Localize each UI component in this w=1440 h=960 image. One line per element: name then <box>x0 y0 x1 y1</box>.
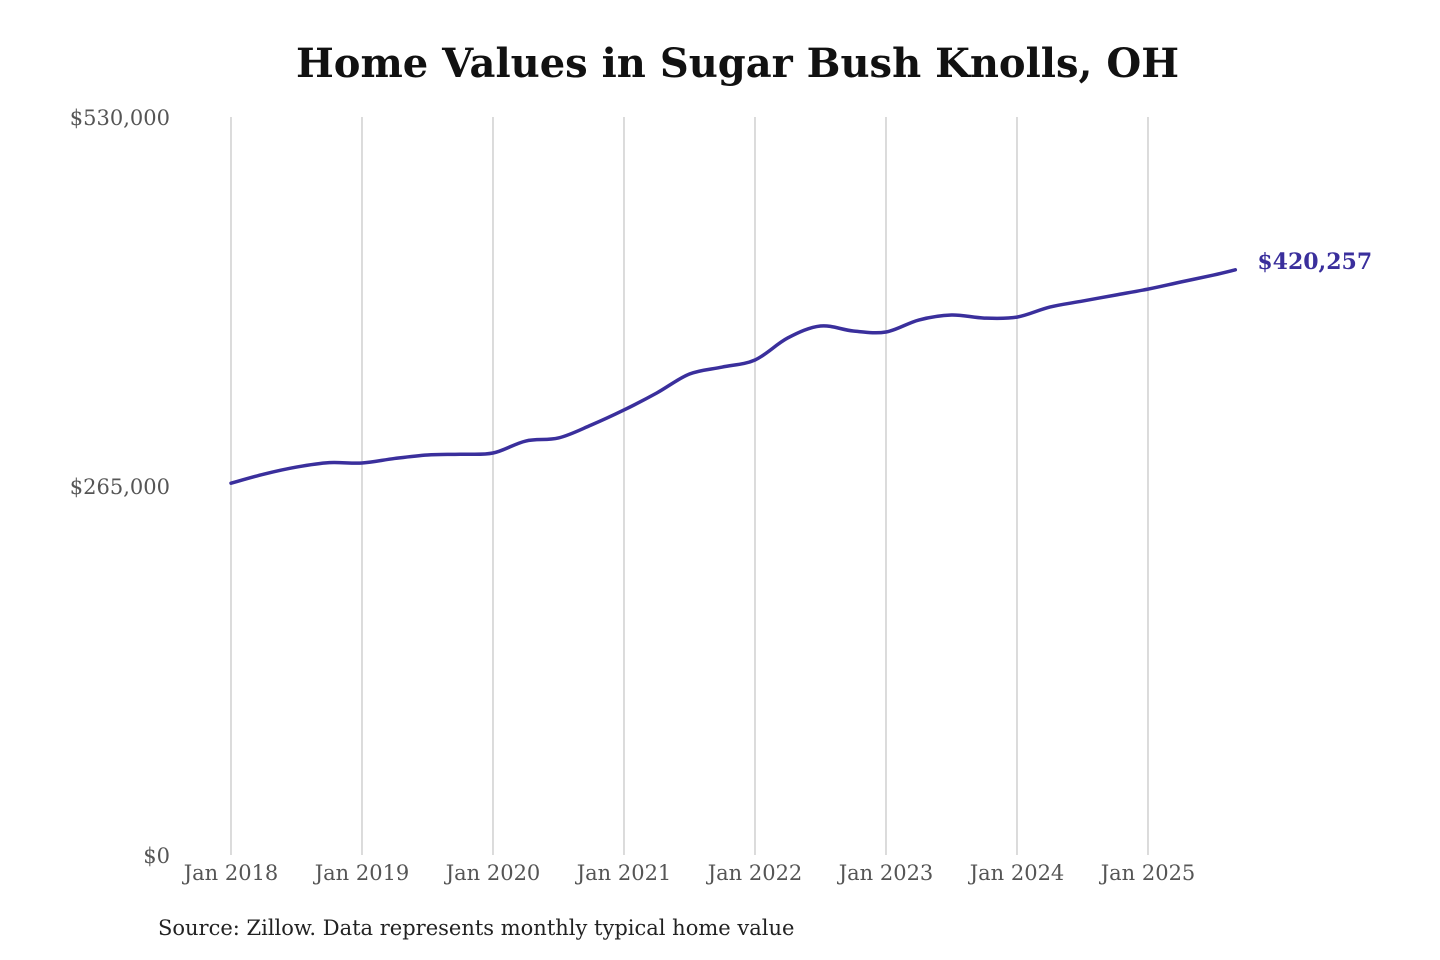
x-tick-label: Jan 2018 <box>182 861 279 885</box>
y-tick-label: $265,000 <box>70 475 170 499</box>
series-line <box>229 268 1238 485</box>
y-tick-label: $530,000 <box>70 106 170 130</box>
x-tick-label: Jan 2021 <box>575 861 672 885</box>
x-tick-label: Jan 2023 <box>837 861 934 885</box>
x-tick-label: Jan 2024 <box>968 861 1065 885</box>
x-tick-label: Jan 2019 <box>313 861 410 885</box>
source-note: Source: Zillow. Data represents monthly … <box>158 916 795 940</box>
x-tick-label: Jan 2025 <box>1099 861 1196 885</box>
end-value-label: $420,257 <box>1257 249 1372 275</box>
chart-title: Home Values in Sugar Bush Knolls, OH <box>295 40 1180 87</box>
x-tick-label: Jan 2022 <box>706 861 803 885</box>
x-tick-label: Jan 2020 <box>444 861 541 885</box>
y-tick-label: $0 <box>143 844 170 868</box>
